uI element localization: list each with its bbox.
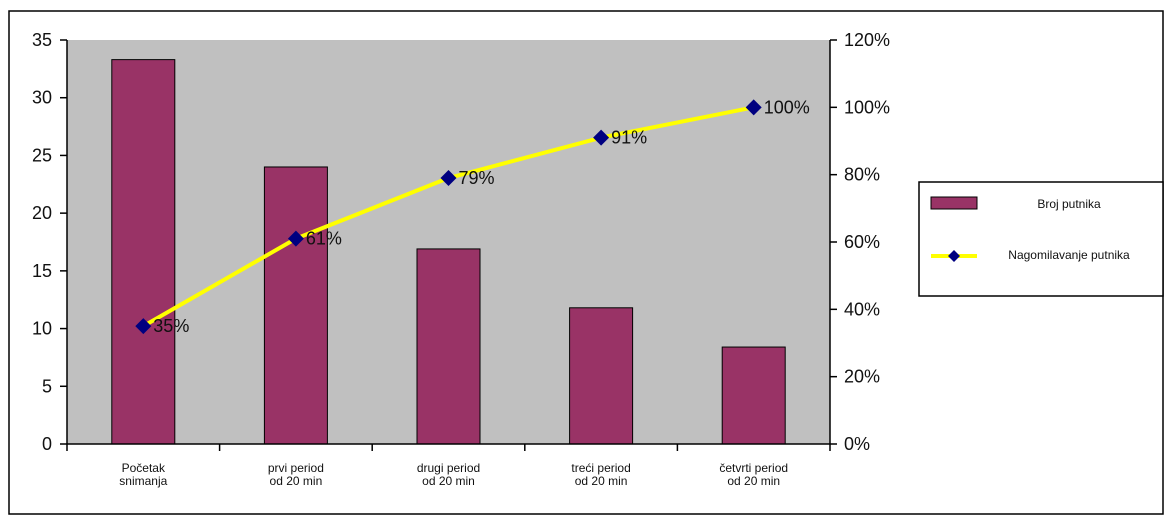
- left-tick-label: 25: [32, 145, 52, 165]
- category-label: prvi period od 20 min: [268, 461, 324, 488]
- left-tick-label: 5: [42, 376, 52, 396]
- right-tick-label: 0%: [844, 434, 870, 454]
- left-tick-label: 30: [32, 88, 52, 108]
- category-labels: Početak snimanja prvi period od 20 min drugi…: [119, 461, 788, 488]
- cumulative-data-label: 100%: [764, 97, 810, 117]
- line-series: 35% 61% 79% 91% 100%: [135, 97, 810, 336]
- bar: [569, 307, 634, 445]
- left-tick-label: 15: [32, 261, 52, 281]
- category-label: treći period od 20 min: [571, 461, 630, 488]
- bar: [416, 248, 481, 445]
- cumulative-marker: [135, 318, 152, 335]
- legend: Broj putnika Nagomilavanje putnika: [918, 181, 1164, 297]
- axes: 0 5 10 15 20 25 30 35 0% 20% 40% 60% 80% 100% 120%: [32, 30, 890, 454]
- cumulative-marker: [745, 99, 762, 116]
- cumulative-data-label: 79%: [459, 168, 495, 188]
- cumulative-marker: [593, 129, 610, 146]
- right-tick-label: 120%: [844, 30, 890, 50]
- cumulative-data-label: 35%: [153, 316, 189, 336]
- category-label: četvrti period od 20 min: [719, 461, 788, 488]
- legend-line-marker: [948, 250, 960, 262]
- right-tick-label: 40%: [844, 299, 880, 319]
- right-tick-label: 80%: [844, 165, 880, 185]
- bar: [263, 166, 328, 445]
- category-label: drugi period od 20 min: [417, 461, 480, 488]
- cumulative-marker: [287, 230, 304, 247]
- bar-series: [111, 59, 786, 445]
- bar: [721, 346, 786, 445]
- left-tick-label: 10: [32, 319, 52, 339]
- legend-bar-swatch: [930, 196, 978, 210]
- legend-bar-label: Broj putnika: [1037, 197, 1101, 211]
- cumulative-data-label: 91%: [611, 128, 647, 148]
- right-tick-label: 60%: [844, 232, 880, 252]
- right-tick-label: 100%: [844, 97, 890, 117]
- category-label: Početak snimanja: [119, 461, 167, 488]
- left-tick-label: 20: [32, 203, 52, 223]
- bar: [111, 59, 176, 445]
- cumulative-marker: [440, 170, 457, 187]
- cumulative-data-label: 61%: [306, 229, 342, 249]
- left-tick-label: 0: [42, 434, 52, 454]
- right-tick-label: 20%: [844, 367, 880, 387]
- left-tick-label: 35: [32, 30, 52, 50]
- legend-line-label: Nagomilavanje putnika: [1008, 248, 1130, 262]
